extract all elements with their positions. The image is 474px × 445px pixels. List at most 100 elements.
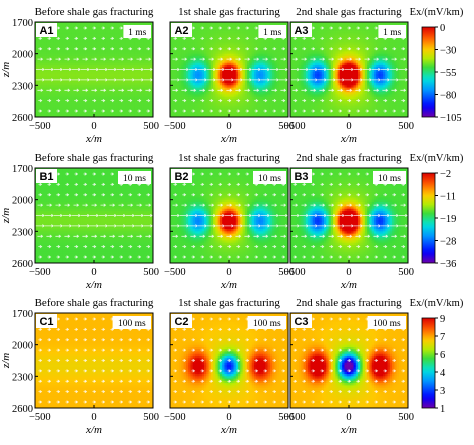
heatmap-cell [105,27,108,30]
heatmap-cell [60,51,63,54]
heatmap-cell [71,85,74,88]
heatmap-cell [204,99,207,102]
heatmap-cell [62,85,65,88]
heatmap-cell [224,51,227,54]
time-label: 1 ms [128,28,147,38]
heatmap-cell [114,110,117,113]
heatmap-cell [268,74,271,77]
heatmap-cell [193,85,196,88]
heatmap-cell [218,74,221,77]
heatmap-cell [297,110,300,113]
heatmap-cell [197,51,200,54]
heatmap-cell [195,27,198,30]
heatmap-cell [80,63,83,66]
heatmap-cell [175,63,178,66]
heatmap-cell [234,63,237,66]
heatmap-cell [124,51,127,54]
heatmap-cell [112,51,115,54]
heatmap-cell [53,38,56,41]
heatmap-cell [44,74,47,77]
heatmap-cell [240,27,243,30]
heatmap-cell [206,63,209,66]
heatmap-cell [60,63,63,66]
heatmap-cell [261,99,264,102]
heatmap-cell [206,27,209,30]
heatmap-cell [139,63,142,66]
heatmap-cell [247,63,250,66]
heatmap-cell [65,74,68,77]
heatmap-cell [99,63,102,66]
figure-content: Before shale gas fracturing 1st shale gas… [0,6,464,436]
heatmap-cell [215,63,218,66]
panel-title: Before shale gas fracturing [35,6,154,18]
heatmap-cell [121,85,124,88]
heatmap-cell [231,51,234,54]
x-tick-label: 500 [143,121,159,132]
heatmap-cell [69,51,72,54]
heatmap-cell [268,99,271,102]
heatmap-cell [270,99,273,102]
heatmap-cell [80,85,83,88]
heatmap-cell [83,63,86,66]
heatmap-cell [87,74,90,77]
heatmap-cell [175,51,178,54]
heatmap-cell [238,85,241,88]
heatmap-cell [295,74,298,77]
heatmap-cell [220,63,223,66]
heatmap-cell [130,63,133,66]
heatmap-cell [256,74,259,77]
heatmap-cell [85,85,88,88]
heatmap-cell [224,38,227,41]
heatmap-cell [186,99,189,102]
heatmap-cell [265,74,268,77]
heatmap-cell [236,85,239,88]
heatmap-cell [279,51,282,54]
heatmap-cell [195,74,198,77]
heatmap-cell [135,110,138,113]
heatmap-cell [299,51,302,54]
heatmap-cell [245,63,248,66]
heatmap-cell [274,74,277,77]
heatmap-cell [229,51,232,54]
heatmap-cell [135,85,138,88]
heatmap-cell [42,85,45,88]
heatmap-cell [197,99,200,102]
heatmap-cell [117,27,120,30]
heatmap-cell [181,85,184,88]
heatmap-cell [94,85,97,88]
y-tick-label: 1700 [12,18,33,29]
heatmap-cell [222,99,225,102]
heatmap-cell [114,27,117,30]
heatmap-cell [204,110,207,113]
heatmap-cell [220,85,223,88]
heatmap-cell [126,38,129,41]
heatmap-cell [236,63,239,66]
heatmap-cell [80,110,83,113]
heatmap-cell [200,74,203,77]
heatmap-cell [249,74,252,77]
heatmap-cell [215,110,218,113]
heatmap-cell [186,110,189,113]
heatmap-cell [103,85,106,88]
heatmap-cell [42,74,45,77]
heatmap-cell [202,74,205,77]
heatmap-cell [209,85,212,88]
heatmap-cell [193,51,196,54]
heatmap-cell [206,74,209,77]
heatmap-cell [128,63,131,66]
heatmap-cell [128,85,131,88]
heatmap-cell [103,63,106,66]
heatmap-cell [89,74,92,77]
heatmap-cell [254,63,257,66]
heatmap-cell [179,99,182,102]
heatmap-cell [87,110,90,113]
heatmap-cell [46,85,49,88]
heatmap-cell [146,74,149,77]
heatmap-cell [55,74,58,77]
heatmap-cell [277,38,280,41]
heatmap-cell [87,38,90,41]
heatmap-cell [112,63,115,66]
heatmap-cell [270,74,273,77]
heatmap-cell [181,74,184,77]
heatmap-cell [71,63,74,66]
